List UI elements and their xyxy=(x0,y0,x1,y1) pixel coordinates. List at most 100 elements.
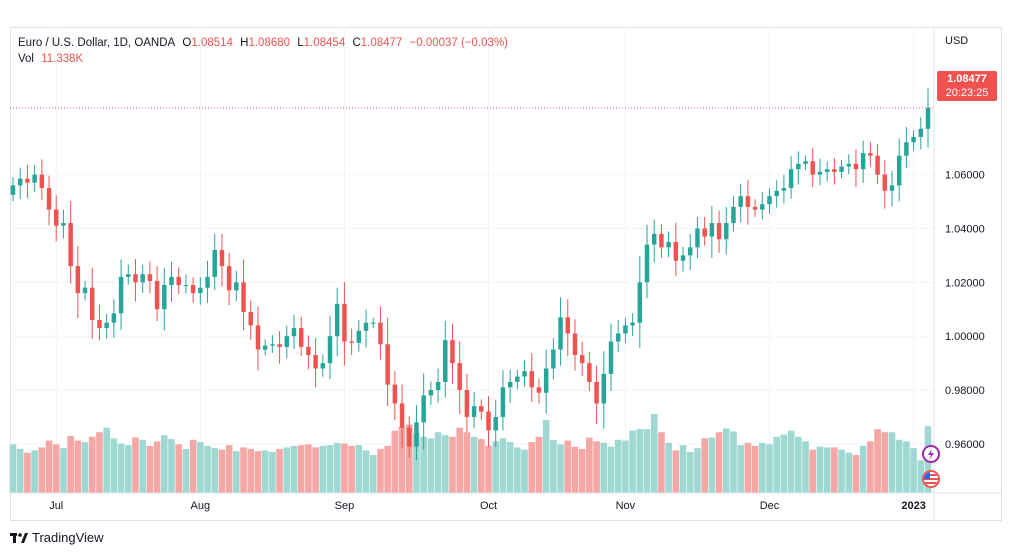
candle-body xyxy=(32,174,37,183)
volume-bar xyxy=(470,436,478,493)
candle-body xyxy=(767,196,772,205)
candle-body xyxy=(680,255,686,261)
volume-bar xyxy=(730,431,737,493)
legend-volume-row: Vol 11.338K xyxy=(18,51,508,67)
candle-body xyxy=(651,233,657,245)
candle-body xyxy=(334,303,340,337)
x-tick-label: Aug xyxy=(191,500,211,512)
candle-body xyxy=(695,228,700,248)
candle-body xyxy=(904,142,909,156)
last-price-tag: 1.08477 20:23:25 xyxy=(937,71,997,101)
volume-bar xyxy=(650,413,658,493)
candle-body xyxy=(428,390,434,396)
candle-body xyxy=(111,313,117,323)
volume-bar xyxy=(333,442,341,493)
y-tick-label: 1.06000 xyxy=(945,170,985,182)
candle-body xyxy=(104,322,109,329)
volume-bar xyxy=(514,447,521,493)
volume-bar xyxy=(139,439,146,493)
volume-bar xyxy=(434,432,442,493)
volume-bar xyxy=(831,447,838,493)
currency-label[interactable]: USD xyxy=(945,35,969,47)
volume-bar xyxy=(153,441,161,493)
candle-body xyxy=(90,287,95,321)
volume-bar xyxy=(903,441,910,493)
candle-body xyxy=(126,274,131,277)
candle-body xyxy=(306,346,311,356)
candle-body xyxy=(644,244,650,283)
volume-bar xyxy=(506,442,514,493)
candle-body xyxy=(623,325,628,334)
volume-bar xyxy=(124,445,132,493)
volume-bar xyxy=(326,445,334,493)
volume-bar xyxy=(16,448,24,493)
candle-body xyxy=(385,344,390,385)
volume-bar xyxy=(521,449,528,493)
volume-bar xyxy=(571,446,579,493)
candle-body xyxy=(543,368,549,393)
x-tick-label: Dec xyxy=(760,500,780,512)
candle-body xyxy=(702,228,707,237)
candle-body xyxy=(709,223,715,237)
volume-bar xyxy=(427,438,435,493)
candle-body xyxy=(752,206,758,210)
candle-body xyxy=(82,287,88,294)
candle-body xyxy=(486,411,491,431)
volume-bar xyxy=(528,442,536,493)
volume-bar xyxy=(24,452,31,493)
candle-body xyxy=(925,107,931,129)
volume-bar xyxy=(629,430,636,493)
volume-layer xyxy=(9,413,932,493)
flag-event-icon[interactable] xyxy=(922,470,940,488)
volume-bar xyxy=(578,448,586,493)
volume-bar xyxy=(607,446,615,493)
candle-body xyxy=(176,276,181,285)
volume-bar xyxy=(9,444,17,493)
x-tick-label: Nov xyxy=(616,500,636,512)
open-label: O xyxy=(182,37,192,49)
volume-bar xyxy=(823,447,831,493)
candle-body xyxy=(810,161,815,175)
candle-body xyxy=(140,274,145,283)
volume-bar xyxy=(225,445,233,493)
x-tick-label: Sep xyxy=(335,500,355,512)
candle-body xyxy=(536,387,542,393)
volume-bar xyxy=(110,438,118,493)
footer: TradingView xyxy=(10,530,104,545)
dividends-icon[interactable] xyxy=(922,445,940,463)
candle-body xyxy=(349,341,354,343)
candle-body xyxy=(154,280,160,310)
candle-body xyxy=(839,166,844,172)
volume-bar xyxy=(348,445,355,493)
candle-body xyxy=(637,282,643,323)
volume-bar xyxy=(81,442,89,493)
candle-body xyxy=(832,169,837,172)
candle-body xyxy=(443,340,448,382)
candle-body xyxy=(918,128,924,137)
candle-body xyxy=(392,384,398,404)
chart-frame[interactable] xyxy=(10,27,1002,521)
volume-bar xyxy=(708,437,716,493)
candle-body xyxy=(875,155,880,175)
y-tick-label: 1.02000 xyxy=(945,277,985,289)
symbol-label[interactable]: Euro / U.S. Dollar, 1D, OANDA xyxy=(18,37,176,49)
candle-body xyxy=(601,373,607,404)
volume-bar xyxy=(441,435,449,493)
candle-body xyxy=(284,336,290,347)
candle-body xyxy=(579,355,585,364)
tradingview-brand[interactable]: TradingView xyxy=(32,530,104,545)
candle-body xyxy=(911,136,916,143)
candle-body xyxy=(673,241,679,261)
candle-body xyxy=(666,241,671,248)
candle-body xyxy=(118,276,124,314)
candle-body xyxy=(399,403,405,428)
y-tick-label: 1.00000 xyxy=(945,331,985,343)
volume-bar xyxy=(96,432,103,493)
volume-bar xyxy=(456,427,463,493)
candle-body xyxy=(205,276,210,288)
candle-body xyxy=(421,395,426,423)
volume-bar xyxy=(766,444,773,493)
us-flag-icon xyxy=(924,472,938,486)
volume-bar xyxy=(737,445,744,493)
